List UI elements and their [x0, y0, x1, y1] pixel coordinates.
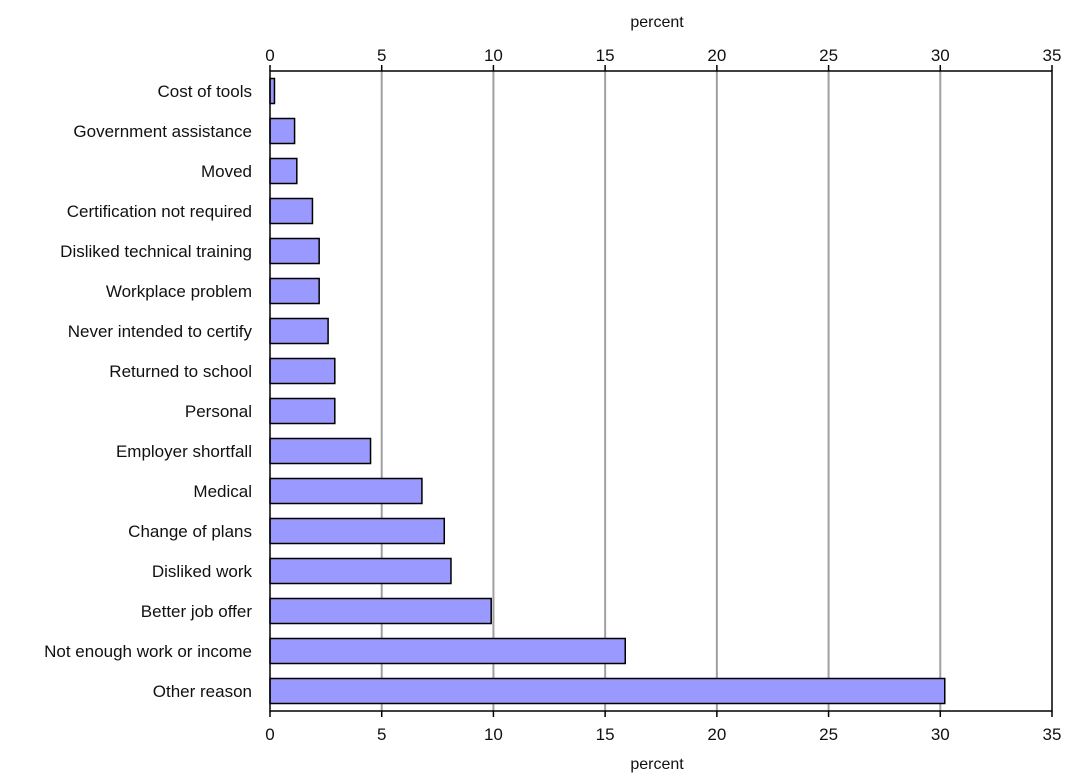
bars	[269, 77, 946, 705]
bar	[269, 477, 423, 505]
category-label: Never intended to certify	[68, 322, 253, 341]
x-tick-label-bottom: 30	[931, 725, 950, 744]
x-tick-label-bottom: 20	[707, 725, 726, 744]
x-tick-label-top: 5	[377, 46, 386, 65]
x-tick-label-top: 0	[265, 46, 274, 65]
bar	[269, 437, 372, 465]
category-label: Not enough work or income	[44, 642, 252, 661]
category-label: Disliked work	[152, 562, 253, 581]
category-label: Cost of tools	[158, 82, 253, 101]
plot-frame	[269, 70, 1053, 712]
x-tick-label-bottom: 5	[377, 725, 386, 744]
bar	[269, 317, 329, 345]
x-tick-label-top: 10	[484, 46, 503, 65]
category-label: Medical	[193, 482, 252, 501]
bar	[269, 197, 314, 225]
category-label: Personal	[185, 402, 252, 421]
category-label: Government assistance	[73, 122, 252, 141]
bar	[269, 277, 320, 305]
bar	[269, 117, 296, 145]
x-tick-label-bottom: 15	[596, 725, 615, 744]
category-label: Moved	[201, 162, 252, 181]
bar	[269, 157, 298, 185]
category-label: Employer shortfall	[116, 442, 252, 461]
x-tick-label-top: 30	[931, 46, 950, 65]
bar	[269, 357, 336, 385]
x-tick-label-bottom: 35	[1043, 725, 1062, 744]
bar	[269, 557, 452, 585]
bar	[269, 517, 446, 545]
x-tick-label-top: 20	[707, 46, 726, 65]
x-tick-label-top: 35	[1043, 46, 1062, 65]
bar	[269, 677, 946, 705]
x-tick-label-top: 25	[819, 46, 838, 65]
x-axis-title-top: percent	[630, 14, 684, 31]
category-label: Returned to school	[109, 362, 252, 381]
category-label: Disliked technical training	[60, 242, 252, 261]
bar	[269, 597, 492, 625]
bar	[269, 237, 320, 265]
category-label: Certification not required	[67, 202, 252, 221]
category-labels: Cost of tools Government assistance Moved C…	[44, 82, 252, 701]
x-tick-label-top: 15	[596, 46, 615, 65]
category-label: Better job offer	[141, 602, 253, 621]
axis-ticks: 0 0 5 5 10 10 15 15 20 20 25 25 30 30 35 35	[265, 46, 1061, 744]
bar	[269, 397, 336, 425]
category-label: Change of plans	[128, 522, 252, 541]
x-axis-title-bottom: percent	[630, 756, 684, 773]
category-label: Other reason	[153, 682, 252, 701]
category-label: Workplace problem	[106, 282, 252, 301]
x-tick-label-bottom: 10	[484, 725, 503, 744]
x-tick-label-bottom: 25	[819, 725, 838, 744]
x-tick-label-bottom: 0	[265, 725, 274, 744]
bar	[269, 637, 627, 665]
